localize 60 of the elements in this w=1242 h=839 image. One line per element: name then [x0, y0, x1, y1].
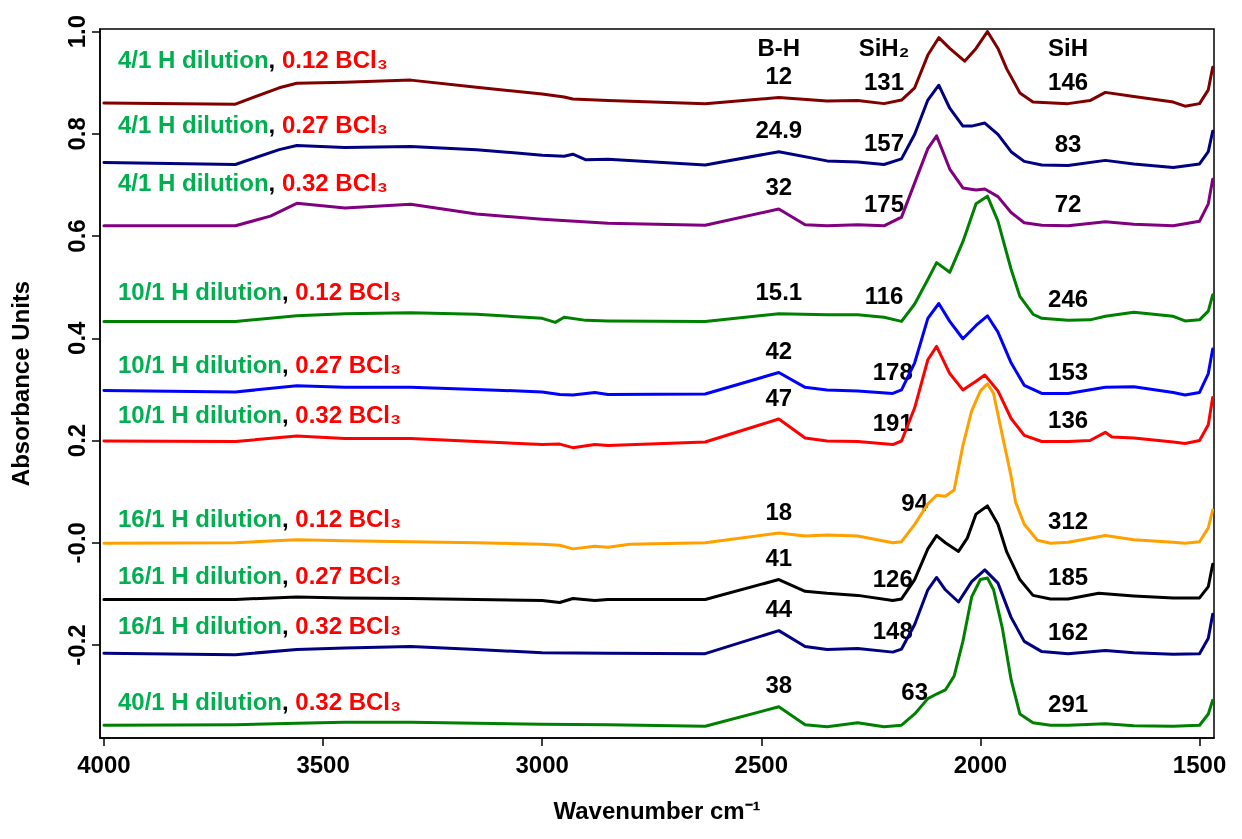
x-tick-label: 2500 [734, 750, 788, 778]
x-tick-label: 3000 [515, 750, 569, 778]
annotation: 246 [1048, 284, 1089, 312]
line-series [102, 382, 1215, 551]
series-label: 10/1 H dilution, 0.32 BCl₃ [117, 401, 402, 429]
annotation: 148 [872, 616, 913, 644]
line-series [102, 194, 1215, 324]
series-label: 4/1 H dilution, 0.12 BCl₃ [117, 45, 388, 73]
y-tick-label: 0.2 [62, 423, 90, 458]
annotation: SiH₂ [858, 33, 910, 61]
x-tick-label: 2000 [953, 750, 1008, 778]
y-tick-label: -0.0 [62, 522, 90, 564]
series-label: 40/1 H dilution, 0.32 BCl₃ [117, 687, 402, 715]
y-tick-label: 0.8 [62, 117, 90, 151]
x-tick-label: 3500 [296, 750, 350, 778]
series-label: 16/1 H dilution, 0.12 BCl₃ [117, 505, 402, 533]
annotation: 136 [1048, 406, 1089, 434]
annotation: SiH [1048, 33, 1089, 61]
annotation: 42 [765, 337, 793, 365]
annotation: 38 [765, 671, 793, 699]
series-label: 4/1 H dilution, 0.32 BCl₃ [117, 168, 388, 196]
annotation: 291 [1048, 689, 1089, 717]
annotation: 185 [1048, 563, 1089, 591]
x-tick-label: 1500 [1172, 750, 1227, 778]
y-axis-title: Absorbance Units [6, 280, 34, 487]
series-label: 16/1 H dilution, 0.27 BCl₃ [117, 562, 402, 590]
annotation: 63 [901, 678, 929, 706]
x-tick-label: 4000 [77, 750, 131, 778]
line-series [102, 344, 1215, 450]
annotation: 131 [863, 68, 905, 96]
annotation: 41 [765, 544, 793, 572]
annotation: 175 [863, 190, 905, 218]
y-tick-label: -0.2 [62, 624, 90, 666]
line-series [102, 30, 1215, 108]
series-label: 10/1 H dilution, 0.27 BCl₃ [117, 351, 402, 379]
annotation: 312 [1048, 506, 1089, 534]
annotation: 18 [765, 497, 793, 525]
annotation: 72 [1054, 190, 1082, 218]
series-label: 4/1 H dilution, 0.27 BCl₃ [117, 111, 388, 139]
x-axis-title: Wavenumber cm⁻¹ [553, 796, 761, 824]
y-tick-label: 1.0 [62, 14, 90, 49]
annotation: 157 [863, 128, 905, 156]
annotation: 116 [864, 281, 904, 309]
annotation: B-H [757, 33, 801, 61]
annotation: 83 [1054, 129, 1082, 157]
annotation: 15.1 [755, 278, 803, 306]
annotation: 153 [1048, 357, 1089, 385]
annotation: 162 [1048, 618, 1089, 646]
y-tick-label: 0.6 [62, 219, 90, 253]
series-label: 16/1 H dilution, 0.32 BCl₃ [117, 612, 402, 639]
annotation: 12 [765, 62, 793, 89]
annotation: 47 [765, 383, 793, 411]
annotation: 126 [872, 564, 913, 592]
series-label: 10/1 H dilution, 0.12 BCl₃ [117, 278, 402, 306]
annotation: 24.9 [755, 116, 803, 144]
line-series [102, 568, 1215, 657]
annotation: 44 [765, 595, 793, 623]
annotation: 146 [1048, 68, 1089, 96]
annotation: 32 [765, 173, 793, 201]
y-tick-label: 0.4 [62, 320, 90, 355]
